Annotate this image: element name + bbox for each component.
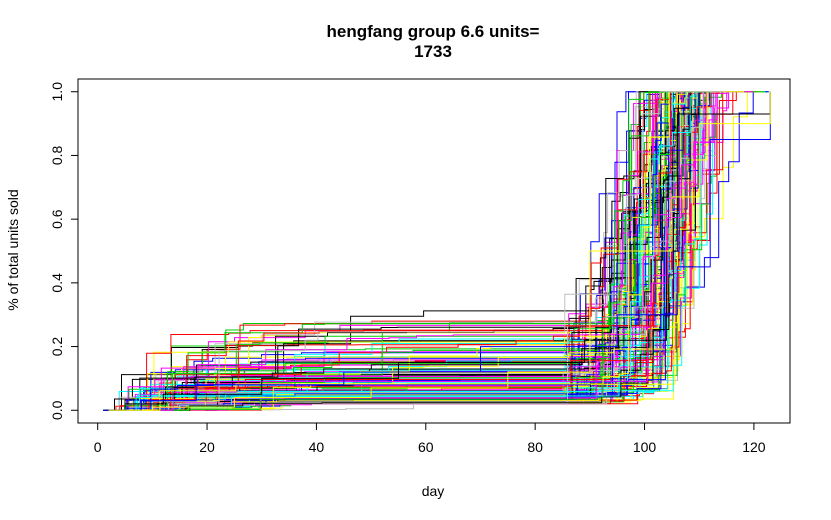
series-line (130, 91, 707, 411)
series-line (130, 91, 753, 411)
series-line (108, 91, 771, 411)
chart-title-line1: hengfang group 6.6 units= (327, 22, 540, 41)
series-line (119, 91, 676, 411)
chart-title-line2: 1733 (414, 42, 452, 61)
x-tick-label: 20 (199, 439, 215, 455)
y-tick-label: 0.8 (49, 146, 65, 166)
series-line (108, 91, 755, 411)
x-tick-label: 80 (527, 439, 543, 455)
x-tick-label: 40 (309, 439, 325, 455)
y-axis-label: % of total units sold (5, 189, 21, 310)
x-tick-label: 0 (94, 439, 102, 455)
series-line (114, 91, 737, 411)
series-line (119, 106, 691, 411)
x-tick-label: 60 (418, 439, 434, 455)
x-axis-label: day (422, 483, 445, 499)
x-tick-label: 100 (633, 439, 657, 455)
series-line (125, 91, 724, 411)
series-line (130, 91, 718, 411)
series-line (119, 102, 682, 411)
series-line (103, 91, 771, 411)
series-layer (103, 91, 771, 411)
series-line (103, 91, 771, 411)
series-line (114, 104, 702, 411)
x-tick-label: 120 (742, 439, 766, 455)
x-axis: 0 20 40 60 80 100 120 (94, 422, 766, 455)
y-axis: 0.0 0.2 0.4 0.6 0.8 1.0 (49, 82, 79, 420)
y-tick-label: 0.4 (49, 273, 65, 293)
series-line (114, 91, 687, 411)
y-tick-label: 1.0 (49, 82, 65, 102)
y-tick-label: 0.6 (49, 209, 65, 229)
y-tick-label: 0.2 (49, 337, 65, 357)
series-line (130, 93, 694, 411)
y-tick-label: 0.0 (49, 400, 65, 420)
